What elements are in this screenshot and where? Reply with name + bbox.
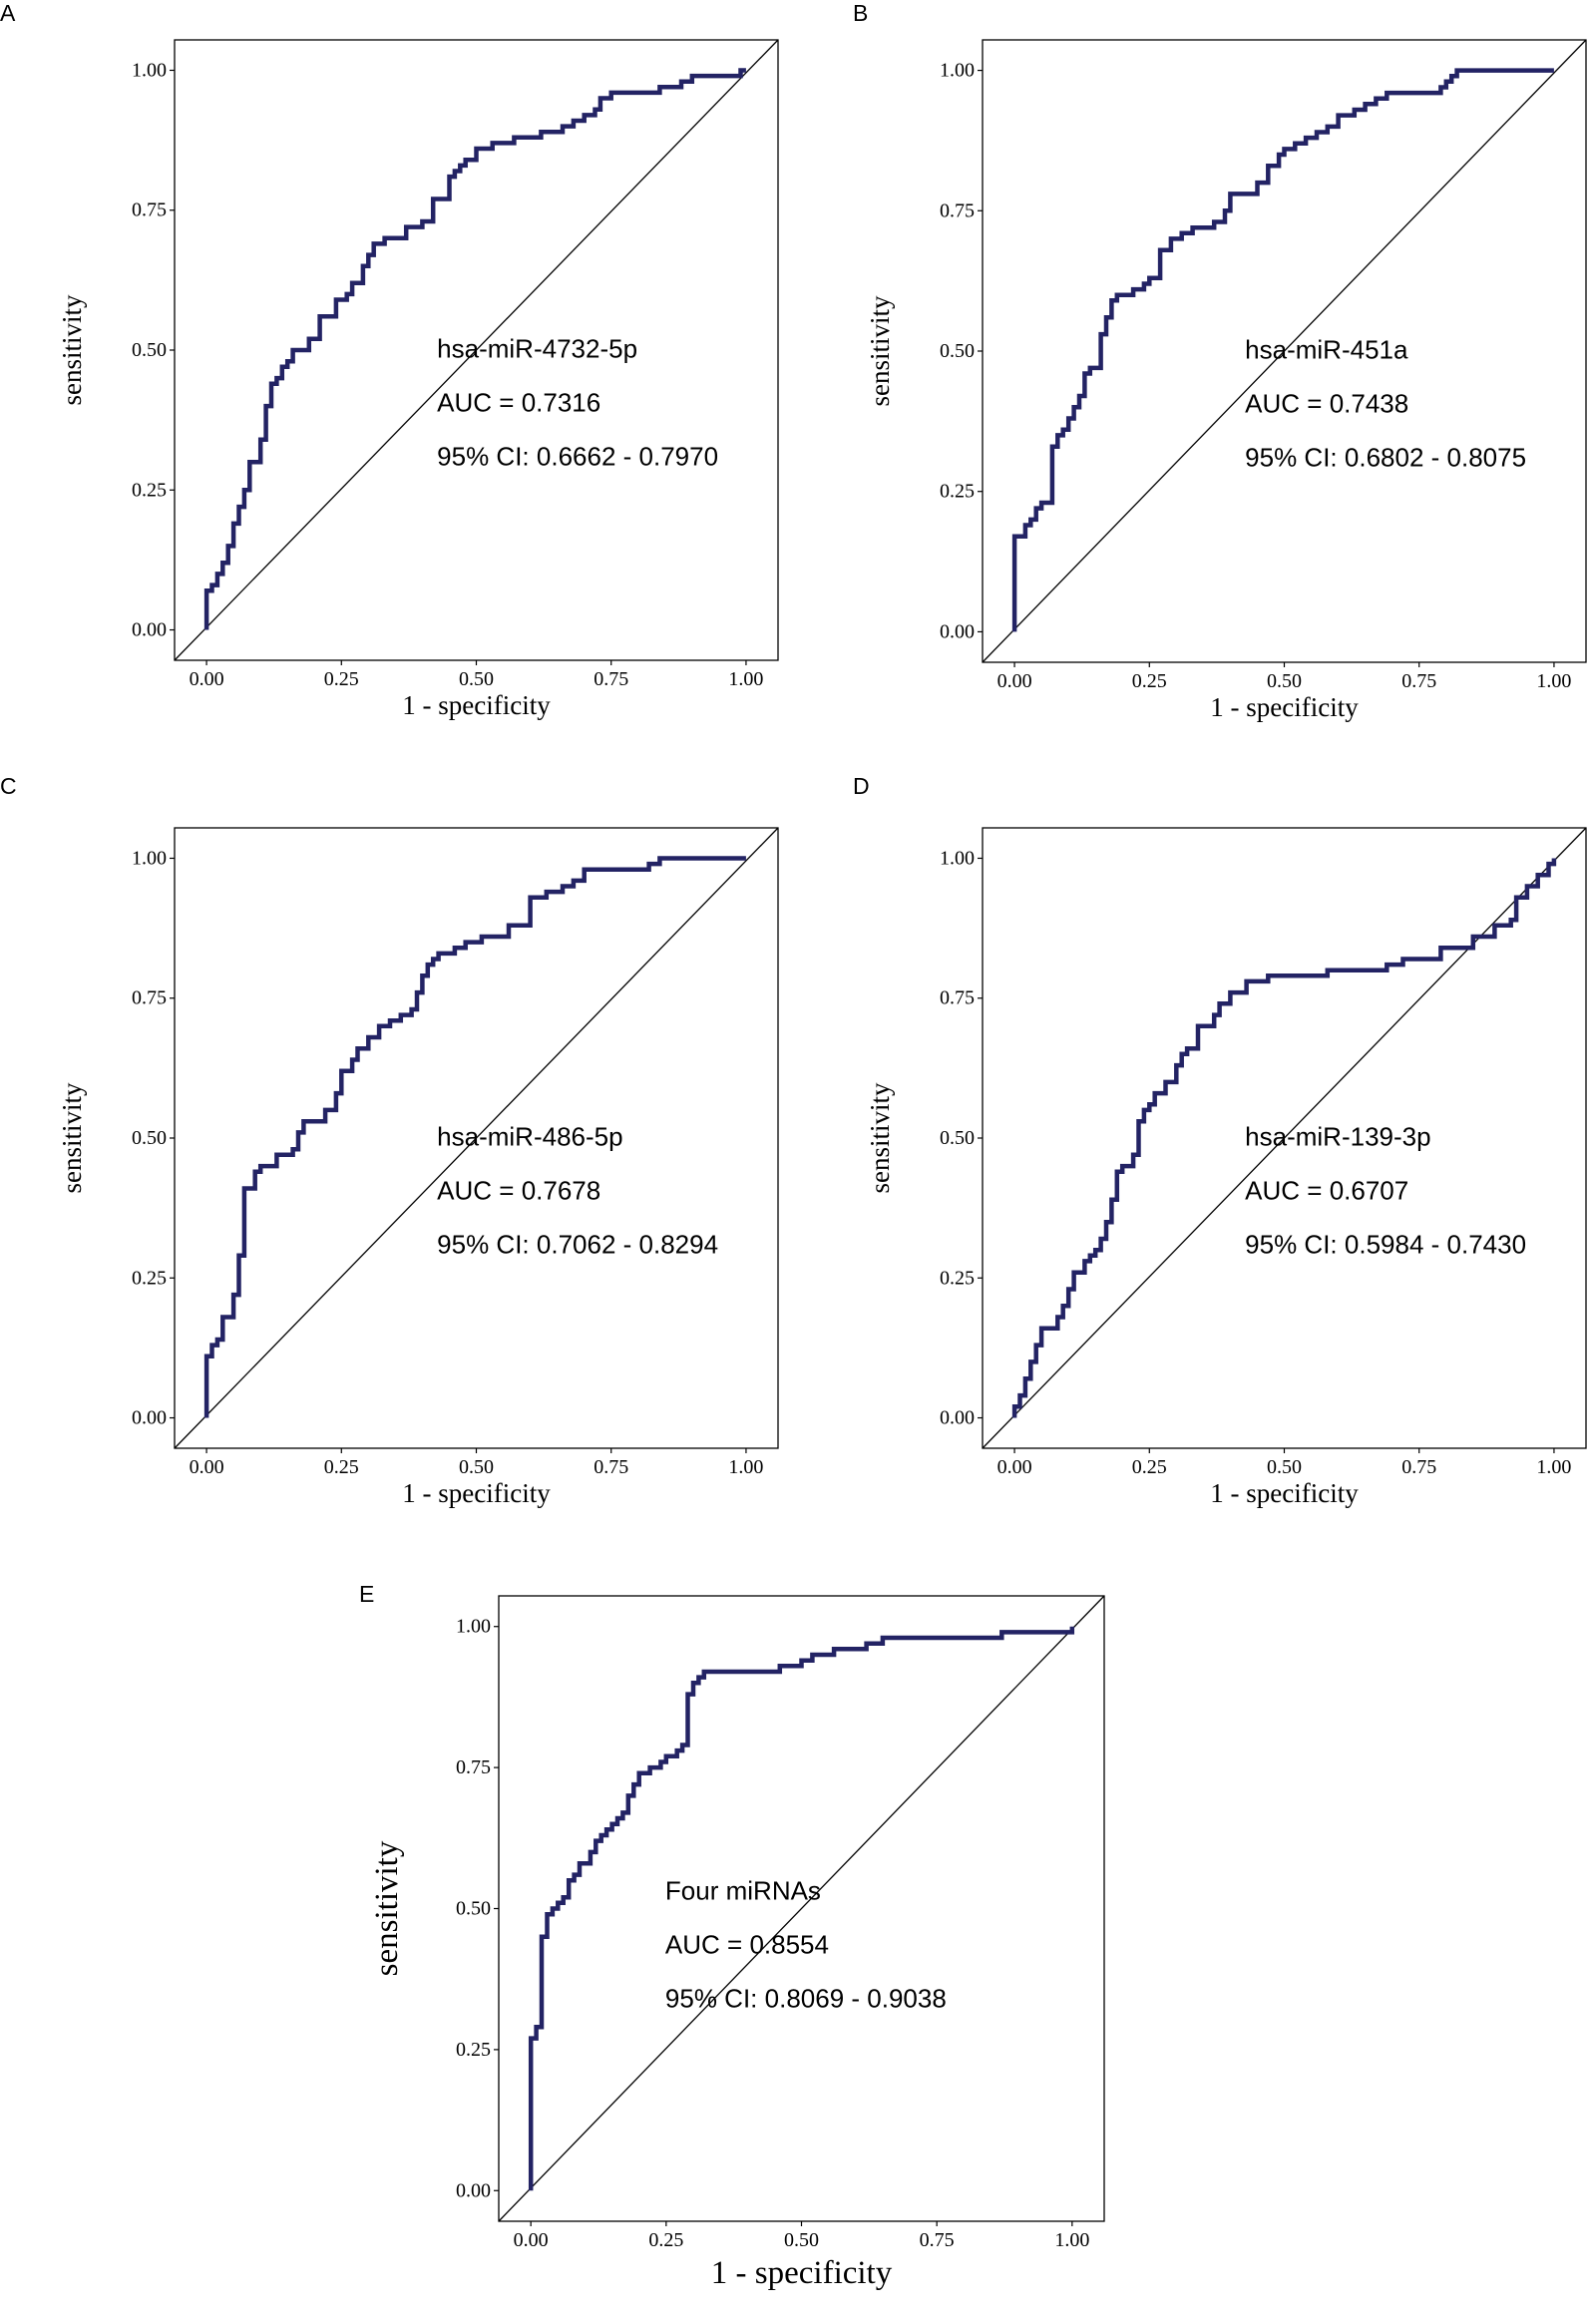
panel-label-c: C bbox=[0, 773, 17, 799]
panel-label-a: A bbox=[0, 0, 16, 26]
reference-diagonal bbox=[174, 39, 779, 661]
x-tick-label: 1.00 bbox=[728, 1456, 763, 1478]
x-axis-title: 1 - specificity bbox=[711, 2255, 893, 2291]
annotation-auc: AUC = 0.6707 bbox=[1245, 1175, 1408, 1205]
y-axis-title: sensitivity bbox=[369, 1840, 405, 1976]
x-tick-label: 0.00 bbox=[997, 1456, 1032, 1478]
y-tick-label: 0.75 bbox=[132, 199, 167, 221]
y-tick-label: 1.00 bbox=[132, 59, 167, 81]
y-tick-label: 0.00 bbox=[940, 620, 975, 642]
y-axis-title: sensitivity bbox=[865, 295, 895, 407]
y-axis-title: sensitivity bbox=[57, 1082, 87, 1194]
annotation-ci: 95% CI: 0.7062 - 0.8294 bbox=[437, 1229, 718, 1259]
x-tick-label: 0.50 bbox=[784, 2229, 819, 2251]
annotation-ci: 95% CI: 0.8069 - 0.9038 bbox=[665, 1984, 947, 2014]
y-tick-label: 0.00 bbox=[940, 1407, 975, 1429]
roc-curve bbox=[528, 1626, 1075, 2191]
annotation-name: hsa-miR-4732-5p bbox=[437, 333, 637, 363]
x-tick-label: 1.00 bbox=[1054, 2229, 1089, 2251]
x-tick-label: 0.25 bbox=[648, 2229, 683, 2251]
annotation-name: hsa-miR-486-5p bbox=[437, 1121, 622, 1151]
y-tick-label: 0.00 bbox=[132, 1407, 167, 1429]
x-tick-label: 0.75 bbox=[594, 668, 628, 690]
x-tick-label: 0.75 bbox=[920, 2229, 955, 2251]
y-tick-label: 1.00 bbox=[132, 847, 167, 869]
y-axis-title: sensitivity bbox=[865, 1082, 895, 1194]
x-tick-label: 0.00 bbox=[997, 670, 1032, 692]
y-tick-label: 0.75 bbox=[132, 987, 167, 1009]
annotation-auc: AUC = 0.8554 bbox=[665, 1930, 829, 1960]
y-tick-label: 1.00 bbox=[940, 847, 975, 869]
panel-label-e: E bbox=[359, 1581, 375, 1607]
y-tick-label: 0.25 bbox=[940, 481, 975, 503]
reference-diagonal bbox=[174, 827, 779, 1449]
y-tick-label: 0.25 bbox=[456, 2039, 491, 2061]
x-tick-label: 0.25 bbox=[1132, 1456, 1167, 1478]
reference-diagonal bbox=[982, 39, 1587, 663]
x-tick-label: 0.50 bbox=[459, 668, 494, 690]
annotation-name: Four miRNAs bbox=[665, 1876, 821, 1906]
x-tick-label: 0.75 bbox=[1401, 670, 1436, 692]
y-tick-label: 0.75 bbox=[940, 199, 975, 221]
x-tick-label: 0.75 bbox=[594, 1456, 628, 1478]
annotation-ci: 95% CI: 0.5984 - 0.7430 bbox=[1245, 1229, 1526, 1259]
annotation-ci: 95% CI: 0.6662 - 0.7970 bbox=[437, 441, 718, 471]
x-tick-label: 0.50 bbox=[1267, 1456, 1302, 1478]
annotation-auc: AUC = 0.7678 bbox=[437, 1175, 600, 1205]
x-tick-label: 0.00 bbox=[190, 668, 224, 690]
panel-label-b: B bbox=[853, 0, 869, 26]
y-tick-label: 0.25 bbox=[132, 479, 167, 501]
y-axis-title: sensitivity bbox=[57, 294, 87, 406]
x-tick-label: 1.00 bbox=[728, 668, 763, 690]
annotation-name: hsa-miR-139-3p bbox=[1245, 1121, 1430, 1151]
x-tick-label: 0.50 bbox=[1267, 670, 1302, 692]
roc-curve bbox=[1011, 858, 1557, 1418]
panel-label-d: D bbox=[853, 773, 870, 799]
x-tick-label: 0.00 bbox=[190, 1456, 224, 1478]
x-axis-title: 1 - specificity bbox=[402, 690, 551, 720]
x-tick-label: 1.00 bbox=[1536, 1456, 1571, 1478]
x-axis-title: 1 - specificity bbox=[1210, 692, 1359, 722]
y-tick-label: 0.50 bbox=[940, 340, 975, 362]
y-tick-label: 0.50 bbox=[456, 1898, 491, 1920]
y-tick-label: 0.50 bbox=[940, 1127, 975, 1149]
y-tick-label: 0.25 bbox=[940, 1267, 975, 1289]
x-axis-title: 1 - specificity bbox=[1210, 1478, 1359, 1508]
y-tick-label: 1.00 bbox=[940, 60, 975, 82]
y-tick-label: 0.00 bbox=[456, 2179, 491, 2201]
y-tick-label: 0.75 bbox=[456, 1756, 491, 1778]
x-tick-label: 1.00 bbox=[1536, 670, 1571, 692]
y-tick-label: 1.00 bbox=[456, 1616, 491, 1638]
y-tick-label: 0.00 bbox=[132, 619, 167, 641]
x-tick-label: 0.25 bbox=[324, 1456, 359, 1478]
reference-diagonal bbox=[982, 827, 1587, 1449]
annotation-name: hsa-miR-451a bbox=[1245, 334, 1408, 364]
y-tick-label: 0.25 bbox=[132, 1267, 167, 1289]
y-tick-label: 0.50 bbox=[132, 339, 167, 361]
reference-diagonal bbox=[498, 1595, 1105, 2222]
y-tick-label: 0.50 bbox=[132, 1127, 167, 1149]
x-tick-label: 0.75 bbox=[1401, 1456, 1436, 1478]
x-tick-label: 0.00 bbox=[514, 2229, 549, 2251]
x-tick-label: 0.25 bbox=[324, 668, 359, 690]
y-tick-label: 0.75 bbox=[940, 987, 975, 1009]
annotation-auc: AUC = 0.7316 bbox=[437, 387, 600, 417]
x-axis-title: 1 - specificity bbox=[402, 1478, 551, 1508]
annotation-auc: AUC = 0.7438 bbox=[1245, 388, 1408, 418]
x-tick-label: 0.25 bbox=[1132, 670, 1167, 692]
x-tick-label: 0.50 bbox=[459, 1456, 494, 1478]
annotation-ci: 95% CI: 0.6802 - 0.8075 bbox=[1245, 442, 1526, 472]
